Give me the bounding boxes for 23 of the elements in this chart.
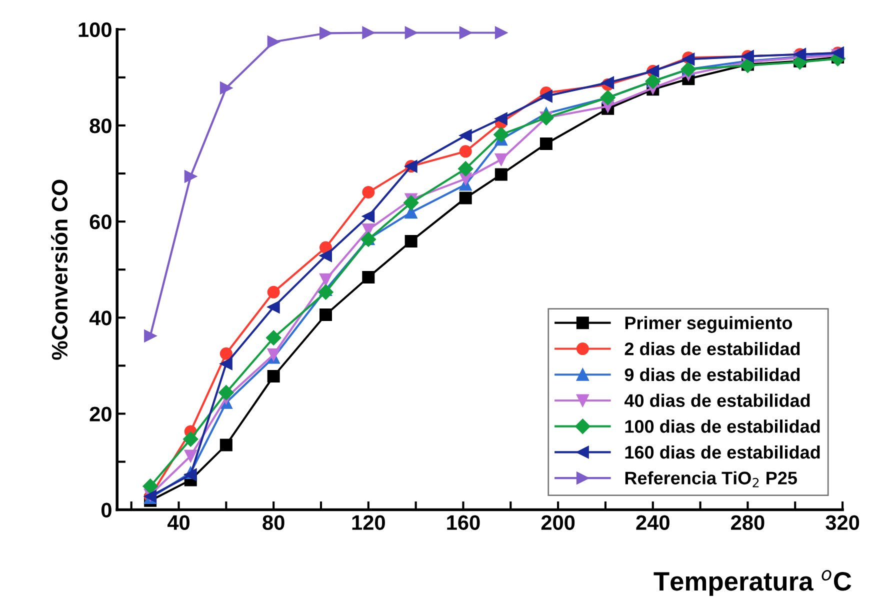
y-axis-title: %Conversión CO (51, 180, 68, 360)
x-tick-label: 80 (262, 515, 284, 530)
legend-label: Primer seguimiento (625, 316, 792, 333)
x-tick-label: 320 (826, 515, 860, 530)
x-tick-label: 200 (541, 515, 575, 530)
x-axis-title: Temperatura $^{o}$C (654, 570, 852, 596)
x-tick-label: 160 (447, 515, 480, 530)
x-tick-label: 280 (731, 515, 764, 530)
legend-label: 40 dias de estabilidad (624, 394, 810, 407)
x-tick-label: 40 (167, 515, 190, 530)
x-tick-label: 120 (352, 515, 385, 530)
y-tick-label: 80 (90, 118, 112, 134)
y-tick-label: 40 (89, 310, 112, 326)
legend-label: 2 dias de estabilidad (624, 342, 800, 356)
legend-label: Referencia TiO$_{2}$ P25 (625, 471, 797, 488)
y-tick-label: 60 (90, 214, 112, 230)
x-tick-label: 240 (636, 515, 670, 530)
legend-label: 100 dias de estabilidad (625, 420, 820, 433)
y-tick-label: 0 (101, 502, 112, 518)
y-tick-label: 100 (78, 22, 112, 38)
y-tick-label: 20 (90, 406, 112, 422)
legend-label: 9 dias de estabilidad (624, 368, 800, 382)
legend-label: 160 dias de estabilidad (625, 445, 820, 459)
